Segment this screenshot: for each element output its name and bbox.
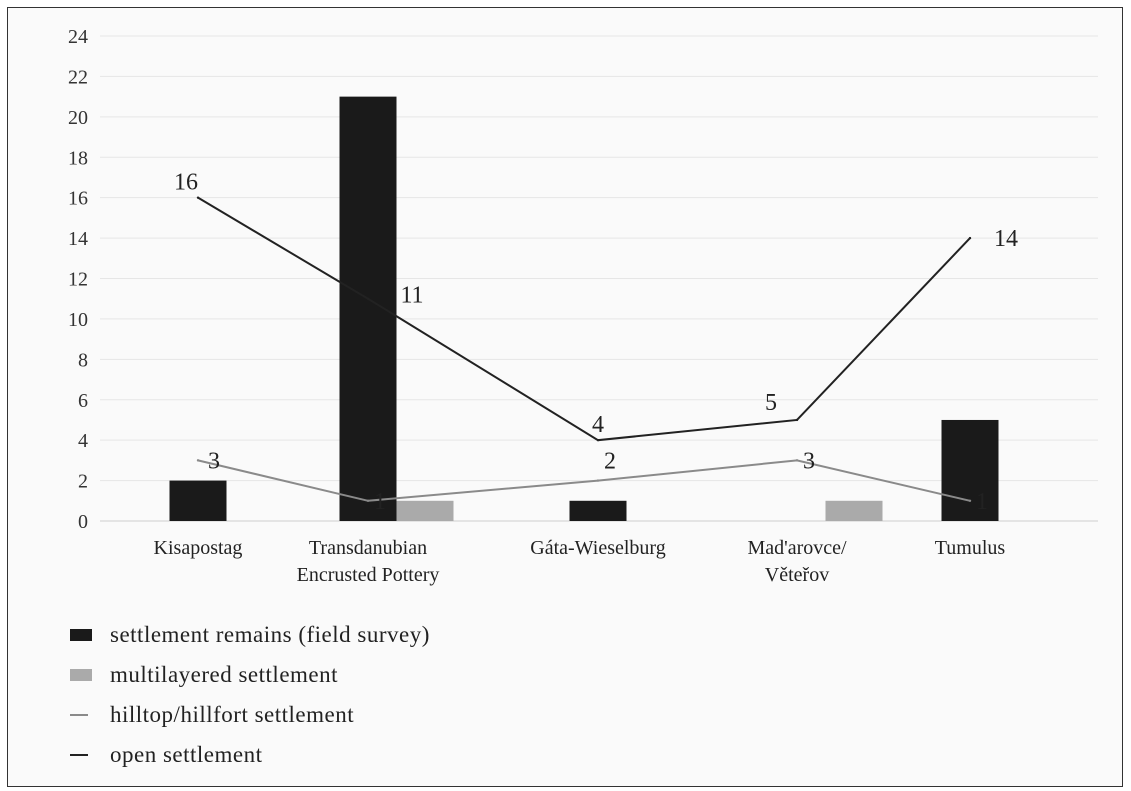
x-tick-label: Tumulus — [935, 537, 1006, 559]
y-tick-label: 18 — [68, 147, 88, 169]
legend-swatch-settlement-remains — [70, 629, 92, 641]
line-point — [795, 418, 799, 422]
y-tick-label: 22 — [68, 66, 88, 88]
data-label: 4 — [592, 412, 604, 438]
legend-item-multilayered: multilayered settlement — [70, 655, 430, 695]
lines — [196, 196, 972, 502]
line-point — [196, 459, 200, 462]
legend-swatch-hilltop — [70, 714, 88, 716]
y-tick-label: 12 — [68, 269, 88, 291]
line-point — [968, 499, 972, 502]
legend-label-open: open settlement — [110, 742, 263, 767]
legend-item-open: open settlement — [70, 735, 430, 775]
y-tick-label: 14 — [68, 228, 88, 250]
line-point — [196, 196, 200, 199]
y-tick-label: 24 — [68, 26, 88, 48]
bar — [169, 480, 227, 521]
data-label: 3 — [803, 448, 815, 474]
data-label: 5 — [765, 390, 777, 416]
x-tick-label: Mad'arovce/Věteřov — [747, 537, 847, 586]
line-point — [795, 459, 799, 462]
bar — [825, 500, 883, 521]
legend-swatch-open — [70, 754, 88, 756]
line-point — [968, 236, 972, 240]
data-label: 2 — [604, 449, 616, 475]
data-label: 3 — [208, 448, 220, 474]
y-tick-label: 10 — [68, 309, 88, 331]
data-label: 1 — [976, 489, 988, 515]
line-point — [596, 438, 600, 442]
y-tick-label: 8 — [78, 349, 88, 371]
data-label: 1 — [374, 489, 386, 515]
bar — [569, 500, 627, 521]
y-tick-label: 0 — [78, 511, 88, 533]
legend-label-multilayered: multilayered settlement — [110, 662, 339, 687]
x-tick-label: Gáta-Wieselburg — [530, 537, 665, 559]
y-tick-label: 6 — [78, 390, 88, 412]
bar — [339, 96, 397, 521]
y-tick-label: 2 — [78, 471, 88, 493]
line-point — [596, 479, 600, 482]
line-point — [366, 499, 370, 502]
data-label: 14 — [994, 226, 1018, 252]
data-label: 16 — [174, 170, 198, 196]
legend-item-hilltop: hilltop/hillfort settlement — [70, 695, 430, 735]
y-tick-label: 20 — [68, 107, 88, 129]
chart-frame — [7, 7, 1123, 787]
legend: settlement remains (field survey) multil… — [70, 615, 430, 775]
x-tick-label: Kisapostag — [154, 537, 243, 559]
legend-item-settlement-remains: settlement remains (field survey) — [70, 615, 430, 655]
y-tick-label: 16 — [68, 188, 88, 210]
data-label: 11 — [400, 283, 423, 309]
bar — [941, 419, 999, 521]
bars — [169, 96, 999, 521]
bar — [396, 500, 454, 521]
legend-label-hilltop: hilltop/hillfort settlement — [110, 702, 355, 727]
legend-label-settlement-remains: settlement remains (field survey) — [110, 622, 430, 647]
x-tick-label: Transdanubian Encrusted Pottery — [297, 537, 440, 586]
x-axis: Kisapostag Transdanubian Encrusted Pottery… — [154, 537, 1006, 586]
legend-swatch-multilayered — [70, 669, 92, 681]
data-labels: 3 1 2 3 1 16 11 4 5 14 — [174, 170, 1018, 515]
y-tick-label: 4 — [78, 430, 88, 452]
line-point — [366, 297, 370, 300]
